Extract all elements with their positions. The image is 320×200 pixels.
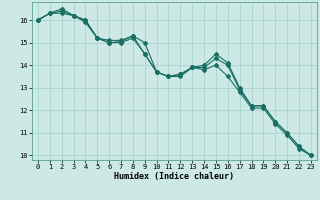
X-axis label: Humidex (Indice chaleur): Humidex (Indice chaleur): [115, 172, 234, 181]
